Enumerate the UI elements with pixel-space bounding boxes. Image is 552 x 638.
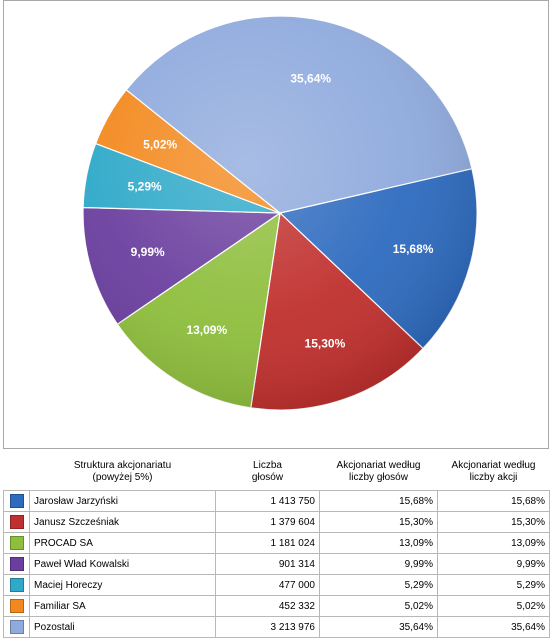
pct-shares: 5,29%: [437, 574, 550, 596]
legend-swatch: [9, 536, 24, 550]
table-header-row: Struktura akcjonariatu (powyżej 5%) Licz…: [4, 460, 550, 491]
votes-count: 3 213 976: [215, 616, 320, 638]
legend-swatch: [9, 515, 24, 529]
pie-data-label-5: 5,29%: [128, 179, 162, 193]
table-row: Paweł Wład Kowalski 901 314 9,99% 9,99%: [3, 553, 550, 575]
shareholder-name: Janusz Szcześniak: [29, 511, 216, 533]
shareholder-name: Jarosław Jarzyński: [29, 490, 216, 512]
votes-count: 1 413 750: [215, 490, 320, 512]
pct-shares: 13,09%: [437, 532, 550, 554]
header-structure-line1: Struktura akcjonariatu: [73, 460, 172, 471]
pie-data-label-1: 15,68%: [393, 242, 434, 256]
table-row: Janusz Szcześniak 1 379 604 15,30% 15,30…: [3, 511, 550, 533]
header-structure: Struktura akcjonariatu (powyżej 5%): [30, 460, 216, 491]
pct-shares: 15,68%: [437, 490, 550, 512]
pie-chart-frame: 15,68% 15,30% 13,09% 9,99% 5,29% 5,02% 35,64%: [3, 0, 549, 449]
shareholder-name: Pozostali: [29, 616, 216, 638]
table-row: Familiar SA 452 332 5,02% 5,02%: [3, 595, 550, 617]
header-structure-line2: (powyżej 5%): [92, 472, 153, 483]
legend-swatch: [9, 599, 24, 613]
header-swatch-column: [4, 460, 30, 491]
pie-data-label-2: 15,30%: [305, 336, 346, 350]
pct-votes: 5,02%: [319, 595, 438, 617]
pie-labels: 15,68% 15,30% 13,09% 9,99% 5,29% 5,02% 35,64%: [128, 72, 434, 351]
header-by-shares: Akcjonariat według liczby akcji: [438, 460, 550, 491]
pct-votes: 35,64%: [319, 616, 438, 638]
legend-swatch-cell: [3, 616, 30, 638]
pie-data-label-6: 5,02%: [143, 138, 177, 152]
header-by-shares-line1: Akcjonariat według: [451, 460, 536, 471]
pct-shares: 9,99%: [437, 553, 550, 575]
legend-swatch-cell: [3, 490, 30, 512]
header-votes-line1: Liczba: [253, 460, 282, 471]
table-row: Jarosław Jarzyński 1 413 750 15,68% 15,6…: [3, 490, 550, 512]
pct-votes: 9,99%: [319, 553, 438, 575]
table-row: Maciej Horeczy 477 000 5,29% 5,29%: [3, 574, 550, 596]
legend-swatch: [9, 494, 24, 508]
pct-votes: 15,30%: [319, 511, 438, 533]
legend-swatch: [9, 578, 24, 592]
legend-swatch-cell: [3, 511, 30, 533]
pct-votes: 13,09%: [319, 532, 438, 554]
pct-shares: 15,30%: [437, 511, 550, 533]
shareholder-name: Familiar SA: [29, 595, 216, 617]
votes-count: 901 314: [215, 553, 320, 575]
table-row: Pozostali 3 213 976 35,64% 35,64%: [3, 616, 550, 638]
pct-votes: 15,68%: [319, 490, 438, 512]
header-by-votes: Akcjonariat według liczby głosów: [320, 460, 438, 491]
legend-swatch-cell: [3, 595, 30, 617]
votes-count: 1 181 024: [215, 532, 320, 554]
votes-count: 452 332: [215, 595, 320, 617]
header-votes-line2: głosów: [251, 472, 284, 483]
pct-shares: 5,02%: [437, 595, 550, 617]
legend-swatch-cell: [3, 574, 30, 596]
header-by-votes-line2: liczby głosów: [349, 472, 408, 483]
pie-chart: 15,68% 15,30% 13,09% 9,99% 5,29% 5,02% 35,64%: [82, 15, 478, 411]
table-row: PROCAD SA 1 181 024 13,09% 13,09%: [3, 532, 550, 554]
shareholder-name: PROCAD SA: [29, 532, 216, 554]
pie-data-label-4: 9,99%: [131, 245, 165, 259]
header-votes: Liczba głosów: [216, 460, 320, 491]
votes-count: 477 000: [215, 574, 320, 596]
shareholder-table: Struktura akcjonariatu (powyżej 5%) Licz…: [3, 460, 550, 638]
legend-swatch: [9, 557, 24, 571]
legend-swatch-cell: [3, 553, 30, 575]
header-by-shares-line2: liczby akcji: [469, 472, 518, 483]
pct-shares: 35,64%: [437, 616, 550, 638]
legend-swatch: [9, 620, 24, 634]
shareholder-name: Maciej Horeczy: [29, 574, 216, 596]
pie-slices: [82, 15, 478, 411]
votes-count: 1 379 604: [215, 511, 320, 533]
pie-data-label-3: 13,09%: [186, 323, 227, 337]
header-by-votes-line1: Akcjonariat według: [336, 460, 421, 471]
pie-data-label-7: 35,64%: [290, 72, 331, 86]
legend-swatch-cell: [3, 532, 30, 554]
pct-votes: 5,29%: [319, 574, 438, 596]
shareholder-name: Paweł Wład Kowalski: [29, 553, 216, 575]
